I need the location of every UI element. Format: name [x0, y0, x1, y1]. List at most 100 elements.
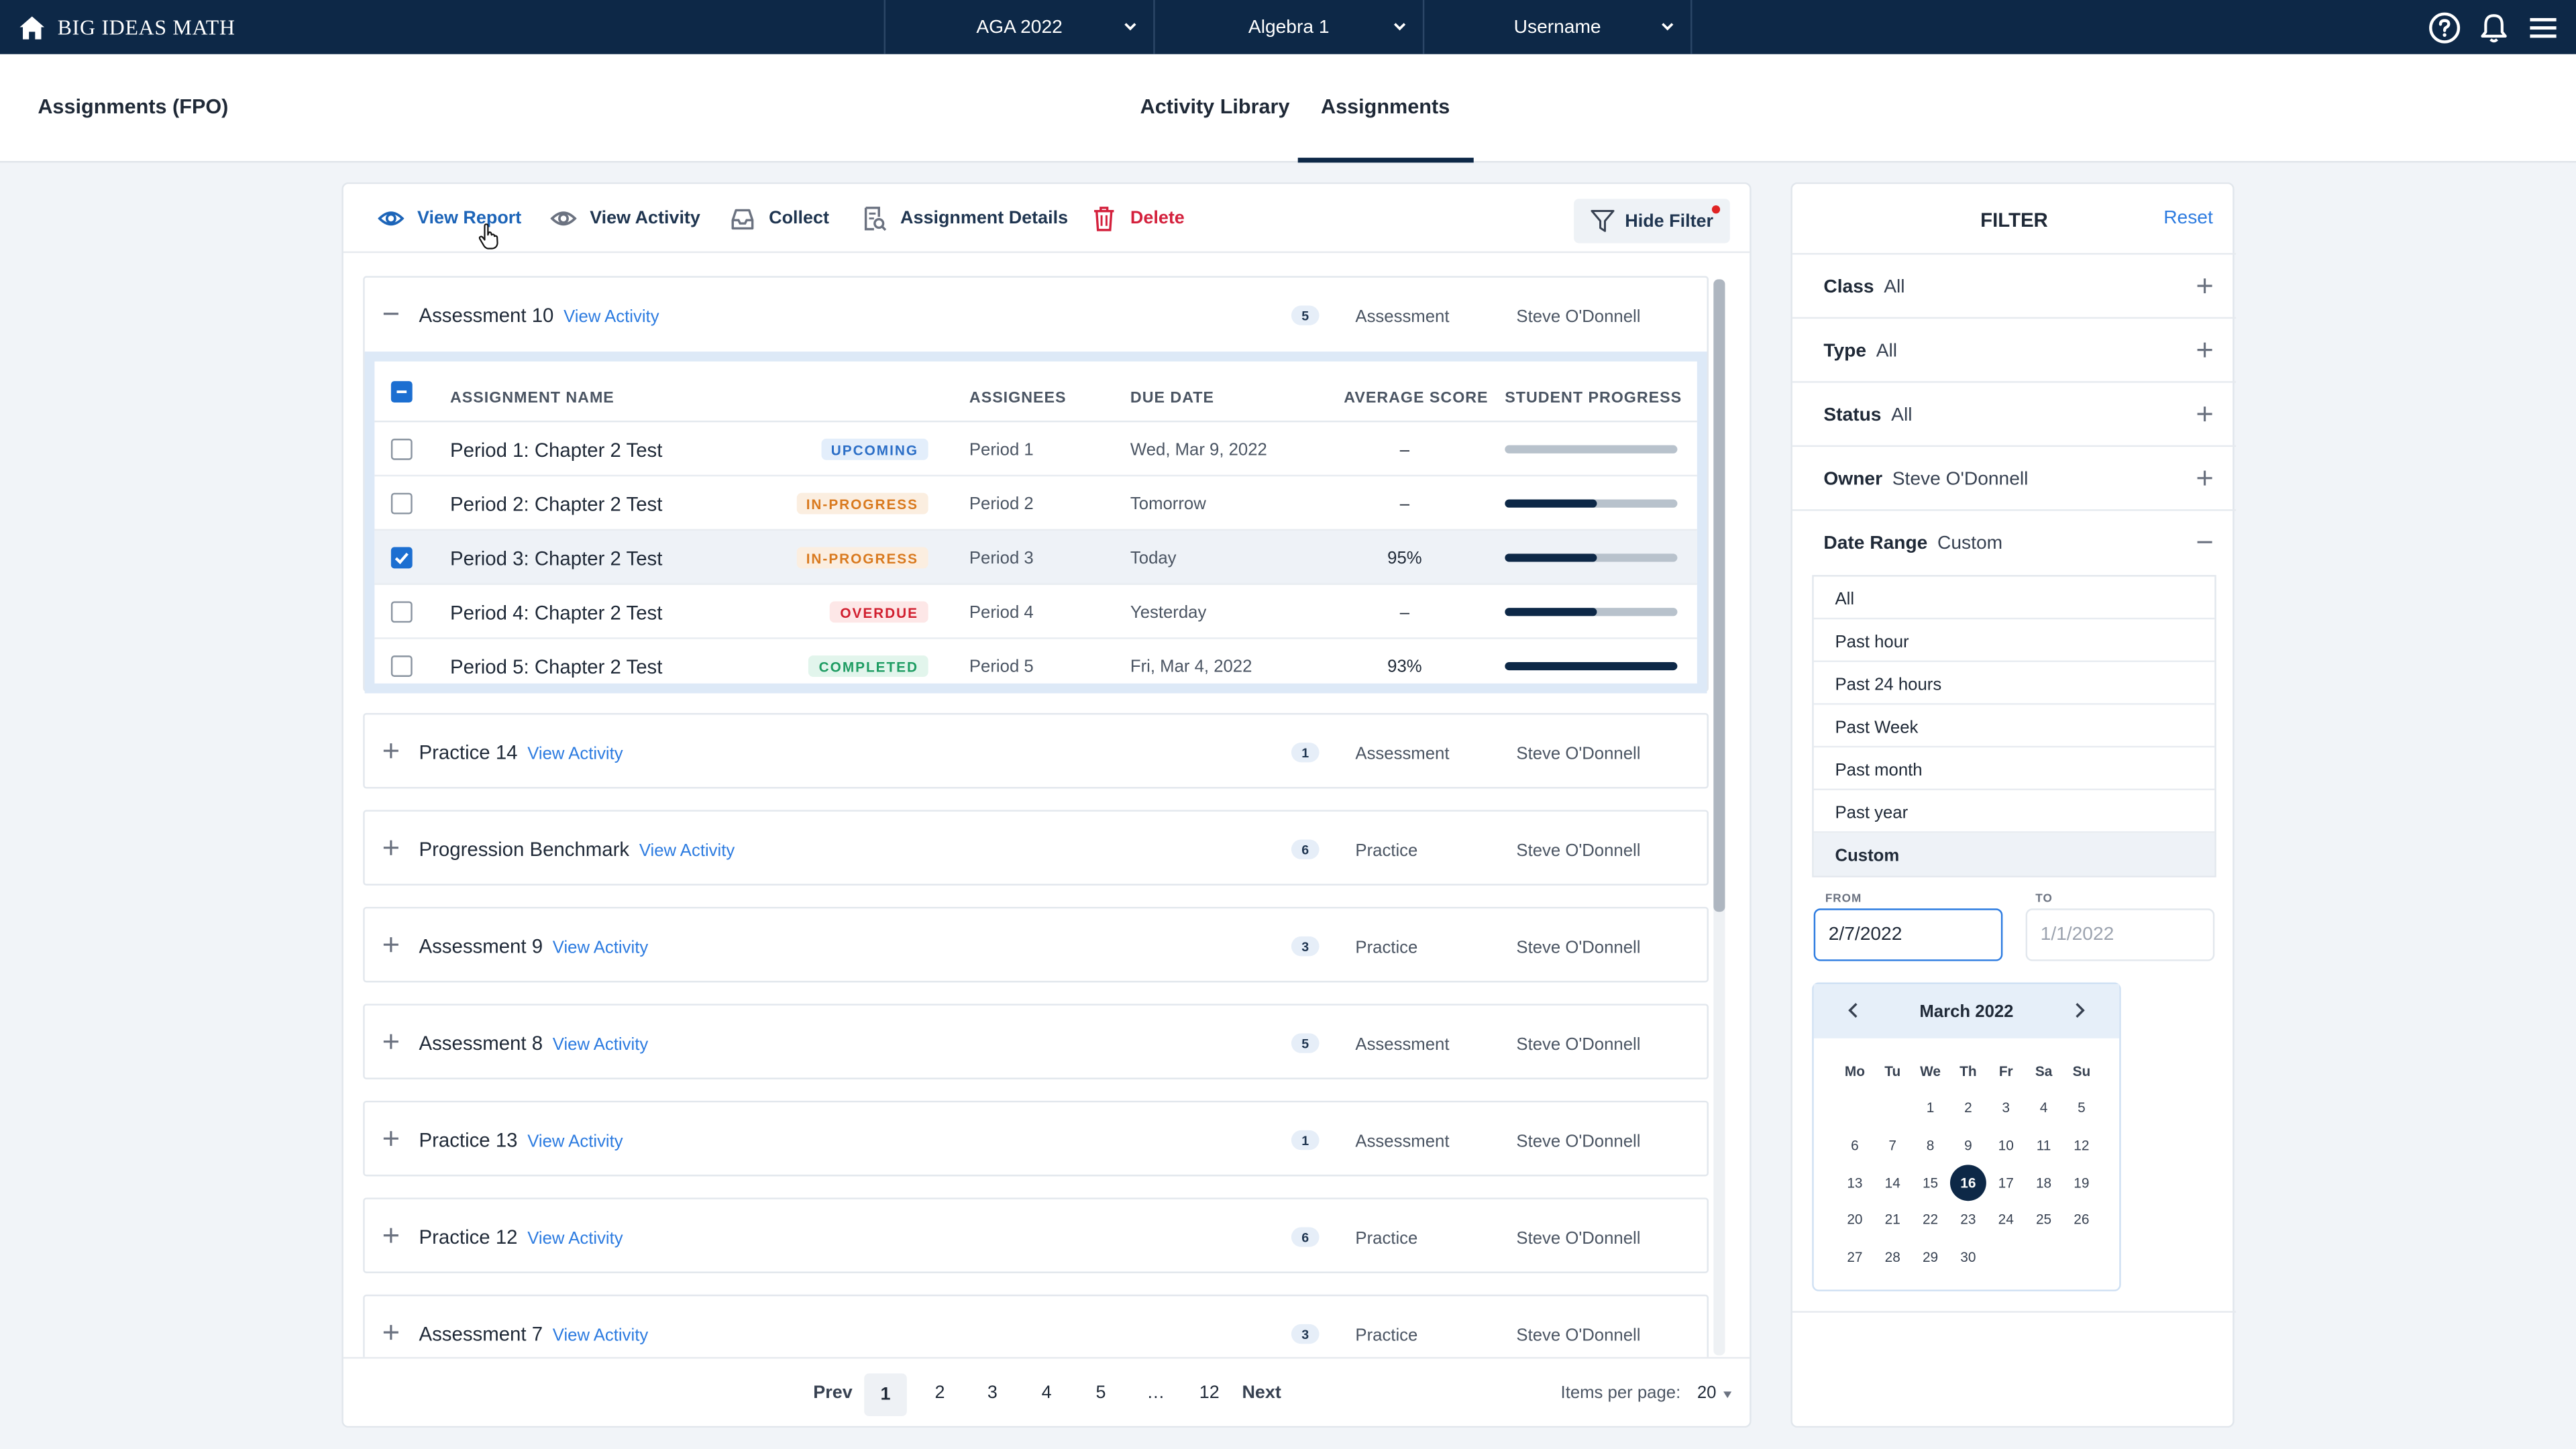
column-header[interactable]: DUE DATE [1130, 389, 1214, 408]
filter-class[interactable]: Class All [1792, 255, 2237, 319]
date-range-option[interactable]: Past 24 hours [1813, 662, 2215, 705]
calendar-day[interactable]: 25 [2035, 1211, 2052, 1228]
calendar-day[interactable]: 9 [1964, 1136, 1972, 1153]
next-page-button[interactable]: Next [1242, 1383, 1281, 1403]
date-range-option[interactable]: Past Week [1813, 705, 2215, 748]
hide-filter-button[interactable]: Hide Filter [1574, 199, 1730, 244]
assignment-list[interactable]: Assessment 10 View Activity 5 Assessment Ste… [343, 255, 1750, 1357]
calendar-day[interactable]: 5 [2078, 1099, 2086, 1116]
calendar-day[interactable]: 30 [1960, 1248, 1976, 1266]
bell-icon[interactable] [2477, 11, 2510, 44]
assignment-name[interactable]: Period 3: Chapter 2 Test [450, 547, 663, 570]
column-header[interactable]: STUDENT PROGRESS [1505, 389, 1682, 408]
calendar-day[interactable]: 26 [2074, 1211, 2090, 1228]
group-header[interactable]: Practice 12 View Activity 6 Practice Steve O… [365, 1199, 1707, 1273]
group-header[interactable]: Assessment 10 View Activity 5 Assessment Ste… [365, 278, 1707, 352]
assignment-name[interactable]: Period 2: Chapter 2 Test [450, 492, 663, 516]
plus-icon[interactable] [2196, 406, 2212, 422]
chevron-right-icon[interactable] [2072, 1002, 2086, 1018]
caret-down-icon[interactable] [1723, 1391, 1732, 1399]
row-checkbox[interactable] [390, 655, 413, 677]
group-header[interactable]: Assessment 9 View Activity 3 Practice Steve … [365, 908, 1707, 982]
calendar-day[interactable]: 4 [2039, 1099, 2048, 1116]
calendar-day[interactable]: 15 [1922, 1174, 1939, 1191]
filter-date-range[interactable]: Date Range Custom [1792, 511, 2236, 576]
brand[interactable]: BIG IDEAS MATH [19, 0, 235, 54]
view-activity-link[interactable]: View Activity [552, 938, 649, 958]
calendar-day[interactable]: 8 [1926, 1136, 1935, 1153]
program-selector[interactable]: AGA 2022 [883, 0, 1154, 54]
prev-page-button[interactable]: Prev [813, 1383, 853, 1403]
group-header[interactable]: Practice 13 View Activity 1 Assessment Steve… [365, 1102, 1707, 1176]
items-per-page-select[interactable]: 20 [1697, 1383, 1717, 1403]
filter-owner[interactable]: Owner Steve O'Donnell [1792, 447, 2237, 511]
plus-icon[interactable] [381, 934, 400, 954]
user-selector[interactable]: Username [1422, 0, 1693, 54]
tab-assignments[interactable]: Assignments [1297, 95, 1472, 163]
column-header[interactable]: ASSIGNMENT NAME [450, 389, 614, 408]
calendar-day[interactable]: 24 [1998, 1211, 2014, 1228]
help-icon[interactable] [2428, 11, 2461, 44]
view-activity-link[interactable]: View Activity [552, 1034, 649, 1055]
view-activity-button[interactable]: View Activity [550, 205, 700, 231]
plus-icon[interactable] [381, 1226, 400, 1245]
assignment-name[interactable]: Period 5: Chapter 2 Test [450, 655, 663, 679]
group-header[interactable]: Assessment 7 View Activity 3 Practice Steve … [365, 1296, 1707, 1357]
row-checkbox[interactable] [390, 492, 413, 515]
table-row[interactable]: Period 4: Chapter 2 Test OVERDUE Period 4 Y… [374, 585, 1697, 639]
plus-icon[interactable] [381, 838, 400, 857]
from-date-input[interactable]: 2/7/2022 [1813, 908, 2003, 961]
table-row[interactable]: Period 5: Chapter 2 Test COMPLETED Period … [374, 639, 1697, 694]
group-header[interactable]: Assessment 8 View Activity 5 Assessment Stev… [365, 1006, 1707, 1079]
table-row[interactable]: Period 1: Chapter 2 Test UPCOMING Period 1… [374, 422, 1697, 477]
calendar-day[interactable]: 28 [1884, 1248, 1900, 1266]
calendar-day[interactable]: 10 [1998, 1136, 2014, 1153]
calendar-day[interactable]: 18 [2035, 1174, 2052, 1191]
calendar-day[interactable]: 12 [2074, 1136, 2090, 1153]
filter-type[interactable]: Type All [1792, 319, 2237, 383]
assignment-details-button[interactable]: Assignment Details [861, 205, 1068, 231]
row-checkbox[interactable] [390, 438, 413, 460]
date-range-option[interactable]: Custom [1813, 833, 2215, 876]
column-header[interactable]: ASSIGNEES [969, 389, 1067, 408]
view-activity-link[interactable]: View Activity [552, 1326, 649, 1346]
page-3-button[interactable]: 3 [987, 1383, 998, 1403]
page-12-button[interactable]: 12 [1199, 1383, 1220, 1403]
view-activity-link[interactable]: View Activity [527, 1228, 623, 1249]
delete-button[interactable]: Delete [1091, 205, 1185, 231]
minus-icon[interactable] [2196, 534, 2212, 550]
plus-icon[interactable] [381, 1128, 400, 1148]
calendar-day[interactable]: 21 [1884, 1211, 1900, 1228]
plus-icon[interactable] [2196, 470, 2212, 486]
calendar-day[interactable]: 23 [1960, 1211, 1976, 1228]
page-5-button[interactable]: 5 [1095, 1383, 1106, 1403]
group-header[interactable]: Practice 14 View Activity 1 Assessment Steve… [365, 714, 1707, 788]
calendar-day[interactable]: 13 [1847, 1174, 1863, 1191]
plus-icon[interactable] [381, 741, 400, 760]
tab-activity-library[interactable]: Activity Library [1140, 95, 1290, 119]
calendar-day[interactable]: 6 [1851, 1136, 1859, 1153]
collect-button[interactable]: Collect [729, 205, 829, 231]
view-activity-link[interactable]: View Activity [564, 307, 659, 327]
calendar-day[interactable]: 17 [1998, 1174, 2014, 1191]
view-report-button[interactable]: View Report [378, 205, 521, 231]
calendar-day[interactable]: 11 [2036, 1136, 2051, 1153]
calendar-day[interactable]: 1 [1926, 1099, 1935, 1116]
group-header[interactable]: Progression Benchmark View Activity 6 Pract… [365, 812, 1707, 885]
plus-icon[interactable] [381, 1322, 400, 1342]
calendar-day[interactable]: 2 [1964, 1099, 1972, 1116]
calendar-day[interactable]: 3 [2002, 1099, 2010, 1116]
scrollbar-thumb[interactable] [1713, 279, 1725, 912]
menu-icon[interactable] [2527, 11, 2560, 44]
filter-status[interactable]: Status All [1792, 383, 2237, 447]
calendar-day[interactable]: 7 [1888, 1136, 1897, 1153]
assignment-name[interactable]: Period 4: Chapter 2 Test [450, 601, 663, 625]
plus-icon[interactable] [381, 1032, 400, 1051]
row-checkbox[interactable] [390, 601, 413, 623]
course-selector[interactable]: Algebra 1 [1153, 0, 1423, 54]
page-4-button[interactable]: 4 [1041, 1383, 1052, 1403]
date-range-option[interactable]: Past month [1813, 747, 2215, 790]
date-range-option[interactable]: Past year [1813, 790, 2215, 833]
reset-link[interactable]: Reset [2163, 209, 2213, 229]
calendar-day-today[interactable]: 16 [1949, 1164, 1986, 1201]
